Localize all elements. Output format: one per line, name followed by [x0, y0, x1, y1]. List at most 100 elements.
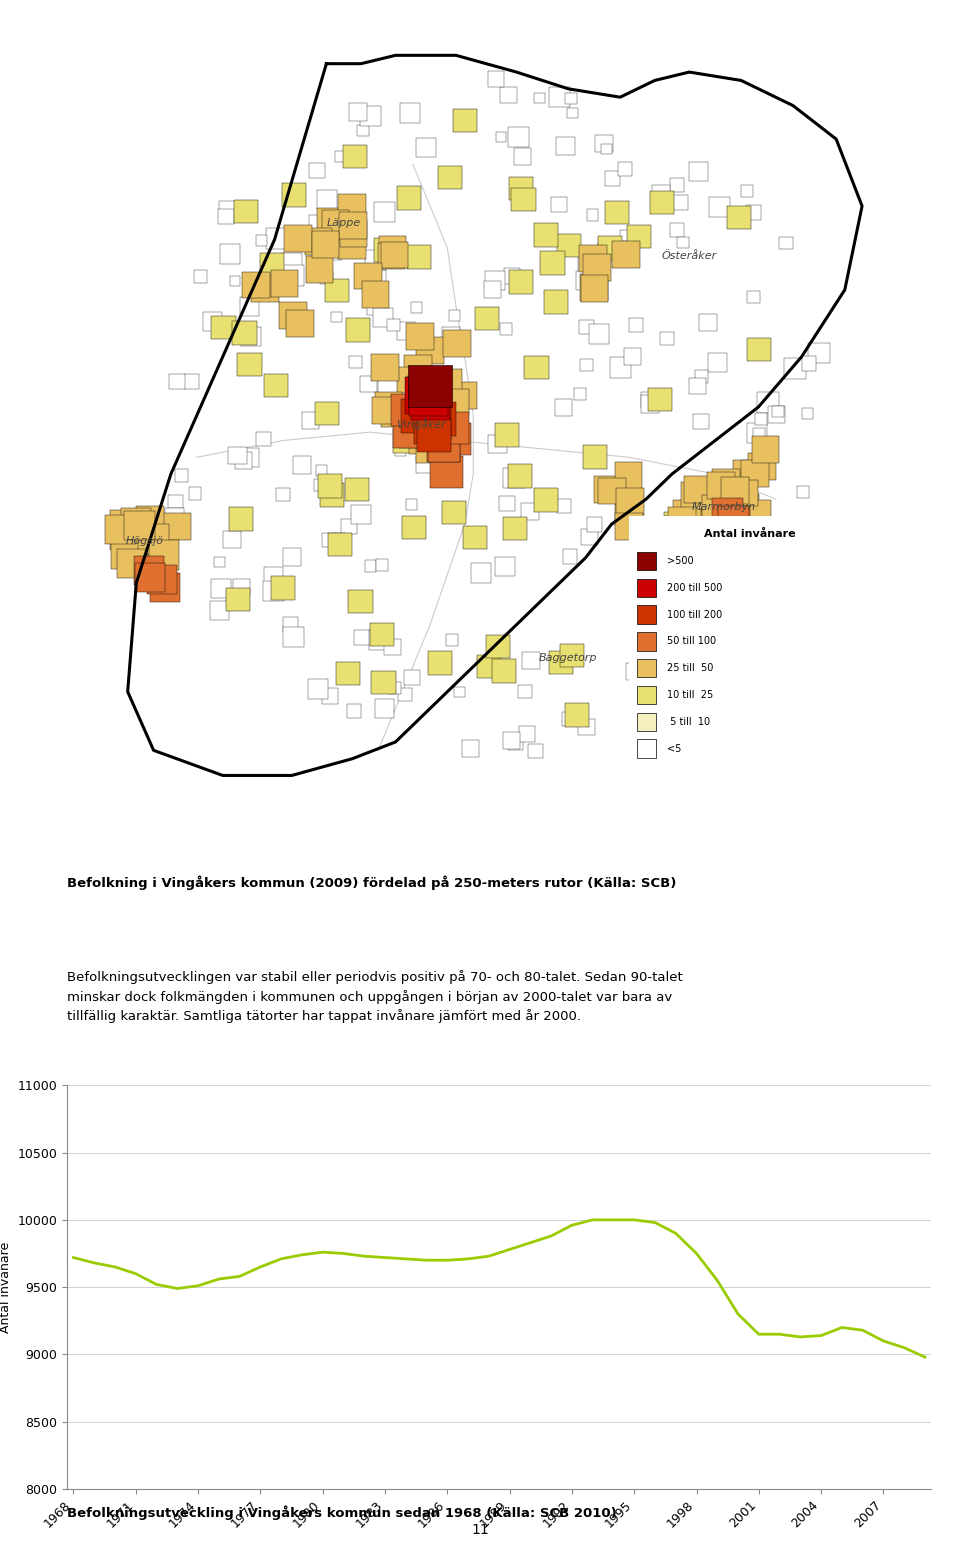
Bar — [237, 352, 262, 376]
Bar — [729, 478, 751, 500]
Bar — [677, 608, 701, 633]
Bar — [149, 540, 180, 569]
Bar — [414, 410, 448, 443]
Bar — [684, 477, 711, 503]
Bar — [488, 435, 507, 454]
Bar — [693, 414, 708, 429]
Bar — [281, 253, 301, 273]
Bar — [211, 316, 235, 339]
Bar — [720, 506, 751, 535]
Bar — [803, 407, 813, 420]
Bar — [598, 236, 622, 259]
Bar — [637, 659, 657, 677]
Bar — [404, 355, 432, 383]
Bar — [379, 236, 406, 262]
Bar — [339, 213, 367, 239]
Bar — [408, 369, 436, 395]
Bar — [439, 423, 471, 455]
Bar — [266, 228, 288, 248]
Bar — [402, 398, 430, 424]
Bar — [406, 322, 434, 350]
Bar — [374, 392, 402, 420]
Bar — [747, 423, 767, 443]
Bar — [534, 488, 558, 512]
Bar — [340, 221, 368, 247]
Text: Högsjö: Högsjö — [126, 535, 164, 546]
Bar — [700, 315, 717, 332]
Bar — [418, 370, 445, 398]
Bar — [338, 194, 366, 221]
Bar — [308, 162, 324, 179]
Bar — [730, 480, 757, 506]
Bar — [109, 522, 140, 551]
Bar — [695, 370, 708, 383]
Bar — [521, 503, 539, 520]
Bar — [540, 252, 564, 275]
Bar — [579, 245, 607, 272]
Bar — [346, 477, 370, 501]
Bar — [503, 733, 519, 748]
Text: Marmorbyn: Marmorbyn — [692, 503, 756, 512]
Bar — [642, 559, 657, 572]
Bar — [109, 509, 137, 537]
Text: Baggetorp: Baggetorp — [540, 653, 597, 663]
Bar — [653, 526, 681, 554]
Bar — [605, 201, 629, 224]
Bar — [110, 540, 141, 569]
Bar — [349, 355, 362, 367]
Bar — [581, 275, 609, 301]
Bar — [454, 687, 466, 697]
Bar — [442, 389, 469, 415]
Text: 5 till  10: 5 till 10 — [667, 717, 710, 727]
Bar — [308, 679, 328, 699]
Bar — [500, 86, 517, 103]
Bar — [416, 338, 444, 364]
Bar — [580, 319, 594, 333]
Bar — [283, 548, 301, 566]
Bar — [581, 529, 598, 545]
Bar — [797, 486, 808, 498]
Bar — [374, 699, 395, 717]
Bar — [336, 662, 360, 685]
Bar — [375, 559, 388, 571]
Bar — [209, 602, 229, 620]
Bar — [681, 483, 708, 509]
Bar — [229, 276, 240, 285]
Bar — [404, 670, 420, 685]
Bar — [331, 312, 342, 322]
Bar — [239, 447, 259, 468]
Bar — [746, 205, 761, 221]
Bar — [218, 208, 234, 224]
Bar — [660, 332, 674, 346]
Text: 50 till 100: 50 till 100 — [667, 636, 716, 647]
Bar — [754, 427, 765, 440]
Bar — [708, 198, 730, 218]
Bar — [232, 321, 256, 344]
Bar — [560, 643, 584, 668]
Bar — [691, 668, 712, 690]
Bar — [241, 327, 261, 346]
Bar — [486, 272, 505, 290]
Bar — [378, 378, 398, 398]
Bar — [598, 242, 614, 258]
Bar — [305, 256, 333, 282]
Text: Antal invånare: Antal invånare — [704, 528, 796, 539]
Bar — [284, 225, 312, 252]
Bar — [433, 370, 448, 386]
Bar — [445, 634, 458, 645]
Bar — [346, 318, 371, 343]
Bar — [634, 699, 645, 710]
Bar — [784, 358, 805, 380]
Bar — [281, 184, 306, 207]
Bar — [670, 177, 684, 191]
Bar — [528, 744, 542, 758]
Bar — [557, 500, 571, 514]
Bar — [368, 296, 387, 315]
Bar — [707, 492, 724, 509]
Bar — [380, 242, 408, 268]
Bar — [223, 531, 241, 548]
Bar — [495, 133, 506, 142]
Text: Befolkning i Vingåkers kommun (2009) fördelad på 250-meters rutor (Källa: SCB): Befolkning i Vingåkers kommun (2009) för… — [67, 876, 677, 890]
Bar — [626, 662, 644, 680]
Bar — [579, 719, 595, 734]
